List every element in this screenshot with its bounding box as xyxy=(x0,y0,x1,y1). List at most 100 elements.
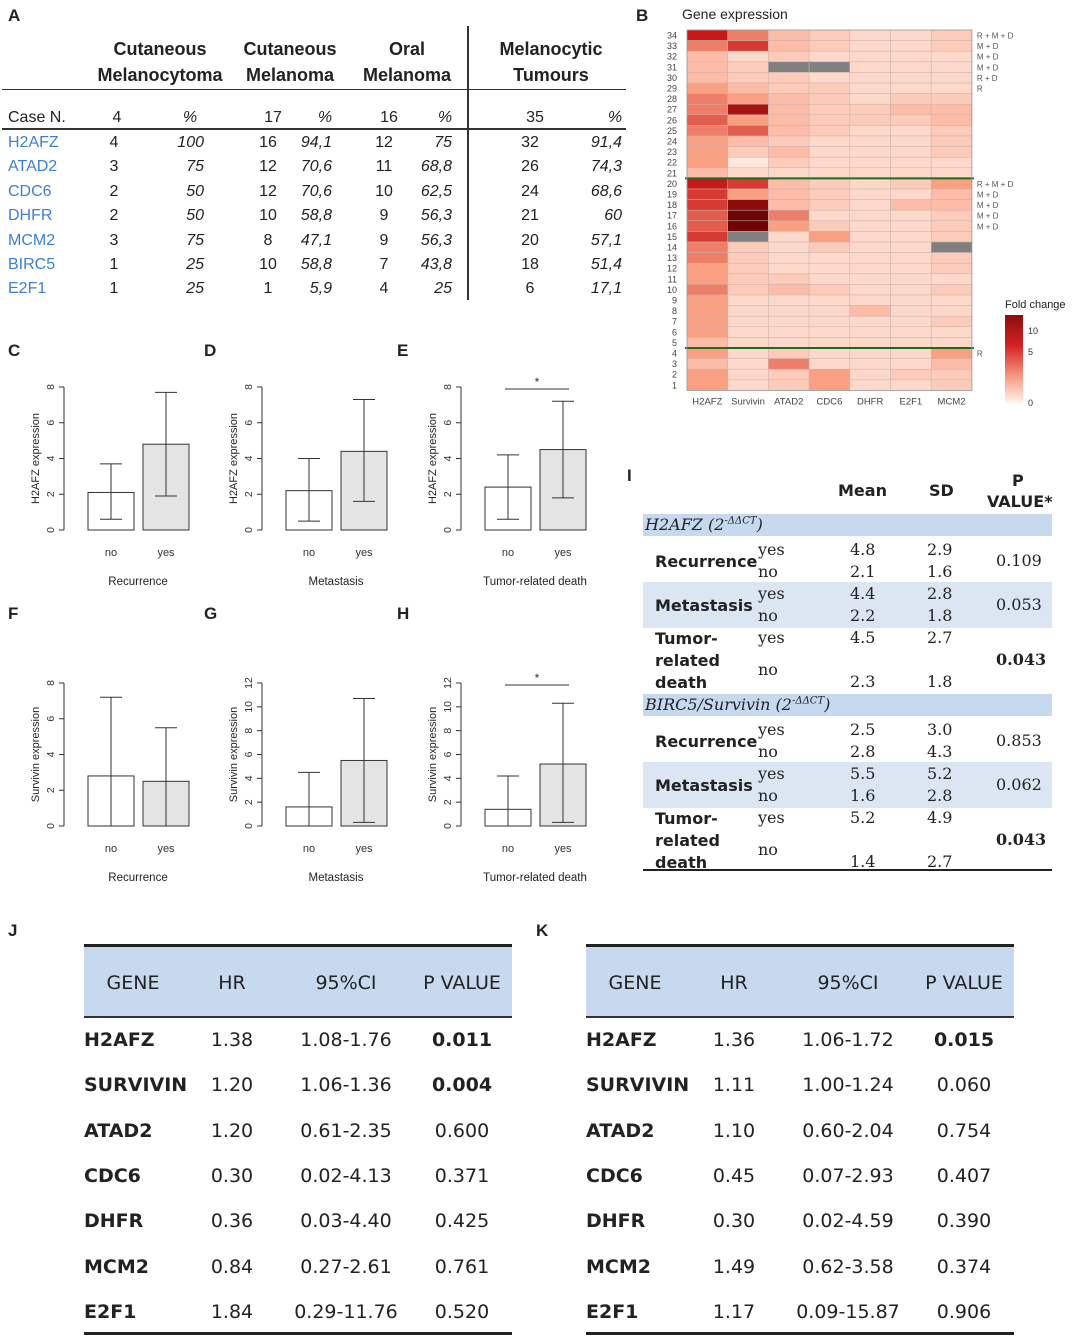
rule xyxy=(2,128,626,130)
p-value: 0.374 xyxy=(936,1255,992,1278)
heatmap-cell xyxy=(808,368,851,381)
y-tick-label: 0 xyxy=(45,823,57,829)
heatmap-cell xyxy=(890,220,932,232)
heatmap-cell xyxy=(930,326,973,338)
column-header: HR xyxy=(218,972,246,994)
heatmap-cell xyxy=(890,273,932,285)
vertical-divider xyxy=(467,26,469,300)
group-header: Melanocytic Tumours xyxy=(478,36,624,88)
heatmap-cell xyxy=(768,178,810,190)
panel-label-i: I xyxy=(627,466,632,485)
heatmap-cell xyxy=(686,188,728,200)
heatmap-title: Gene expression xyxy=(682,6,788,22)
column-header: P VALUE xyxy=(423,972,501,994)
y-tick-label: 6 xyxy=(45,420,57,426)
heatmap-cell xyxy=(768,125,810,137)
heatmap-cell xyxy=(768,167,810,179)
heatmap-cell xyxy=(808,305,851,317)
heatmap-cell xyxy=(686,72,728,84)
table-cell: 1 xyxy=(109,280,119,298)
heatmap-cell xyxy=(930,82,973,94)
heatmap-cell xyxy=(768,347,810,359)
heatmap-row-label: 17 xyxy=(667,211,677,221)
heatmap-cell xyxy=(768,294,810,306)
y-tick-label: 4 xyxy=(442,455,454,461)
ci-value: 0.02-4.59 xyxy=(802,1210,894,1233)
column-header: GENE xyxy=(608,972,662,994)
column-header: GENE xyxy=(106,972,160,994)
p-value: 0.109 xyxy=(996,551,1042,570)
table-cell: 4 xyxy=(109,134,119,151)
table-cell: 17,1 xyxy=(590,280,622,298)
gene-name: ATAD2 xyxy=(586,1119,655,1142)
heatmap-cell xyxy=(686,135,728,147)
heatmap-cell xyxy=(890,358,932,370)
legend-tick: 10 xyxy=(1028,326,1038,336)
heatmap-cell xyxy=(686,294,728,306)
heatmap-side-label: R + M + D xyxy=(977,32,1014,41)
mean-value: 2.3 xyxy=(850,672,876,691)
heatmap-side-label: R + D xyxy=(977,74,998,83)
heatmap-cell xyxy=(890,61,932,73)
y-axis-label: H2AFZ expression xyxy=(427,413,439,504)
heatmap-cell xyxy=(808,103,851,116)
group-header-line: Melanoma xyxy=(245,65,335,85)
heatmap-row-label: 4 xyxy=(672,349,677,359)
table-cell: 16 xyxy=(259,134,277,151)
heatmap-cell xyxy=(849,358,891,370)
heatmap-cell xyxy=(808,284,851,296)
sd-value: 1.6 xyxy=(927,562,953,581)
gene-name: E2F1 xyxy=(586,1300,639,1323)
heatmap-cell xyxy=(686,252,728,264)
table-cell: 6 xyxy=(525,280,535,298)
heatmap-cell xyxy=(727,252,769,264)
table-cell: 2 xyxy=(109,182,119,200)
heatmap-cell xyxy=(727,273,769,285)
p-value: 0.053 xyxy=(996,595,1042,614)
p-value: 0.043 xyxy=(996,830,1047,849)
heatmap-cell xyxy=(727,103,769,116)
table-cell: 58,8 xyxy=(300,256,332,273)
table-cell: 25 xyxy=(186,256,204,273)
heatmap-cell xyxy=(686,178,728,190)
category-label: no xyxy=(303,547,315,559)
heatmap-cell xyxy=(849,125,891,137)
hr-value: 1.20 xyxy=(210,1119,254,1142)
group-header-line: Oral xyxy=(388,39,426,59)
heatmap-row-label: 23 xyxy=(667,147,677,157)
p-value: 0.761 xyxy=(434,1255,490,1278)
heatmap-cell xyxy=(727,40,769,52)
gene-name: CDC6 xyxy=(84,1164,141,1187)
column-header: % xyxy=(317,109,333,126)
heatmap-cell xyxy=(808,82,851,94)
heatmap-cell xyxy=(808,40,851,52)
x-axis-label: Metastasis xyxy=(309,872,364,884)
y-tick-label: 2 xyxy=(442,799,454,805)
heatmap-row-label: 32 xyxy=(667,52,677,62)
yes-no-label: yes xyxy=(758,584,785,603)
heatmap-cell xyxy=(930,199,973,211)
heatmap-cell xyxy=(849,368,891,381)
heatmap-cell xyxy=(808,273,851,285)
heatmap-cell xyxy=(849,29,891,41)
heatmap-cell xyxy=(808,315,851,328)
sd-value: 2.7 xyxy=(927,852,953,871)
header-sd: SD xyxy=(929,481,954,500)
heatmap-row-label: 28 xyxy=(667,94,677,104)
heatmap-cell xyxy=(930,379,973,391)
heatmap-cell xyxy=(727,326,769,338)
heatmap-cell xyxy=(727,29,769,41)
rule xyxy=(586,1016,1014,1018)
heatmap-gene-label: CDC6 xyxy=(817,396,843,407)
significance-star: * xyxy=(535,671,540,685)
category-label: yes xyxy=(157,547,175,559)
heatmap-cell xyxy=(890,167,932,179)
sd-value: 2.8 xyxy=(927,584,953,603)
heatmap-cell xyxy=(768,220,810,232)
heatmap-cell xyxy=(890,135,932,147)
heatmap-cell xyxy=(849,347,891,359)
y-tick-label: 10 xyxy=(243,701,255,713)
heatmap-row-label: 12 xyxy=(667,264,677,274)
yes-no-label: yes xyxy=(758,808,785,827)
heatmap-cell xyxy=(686,337,728,349)
